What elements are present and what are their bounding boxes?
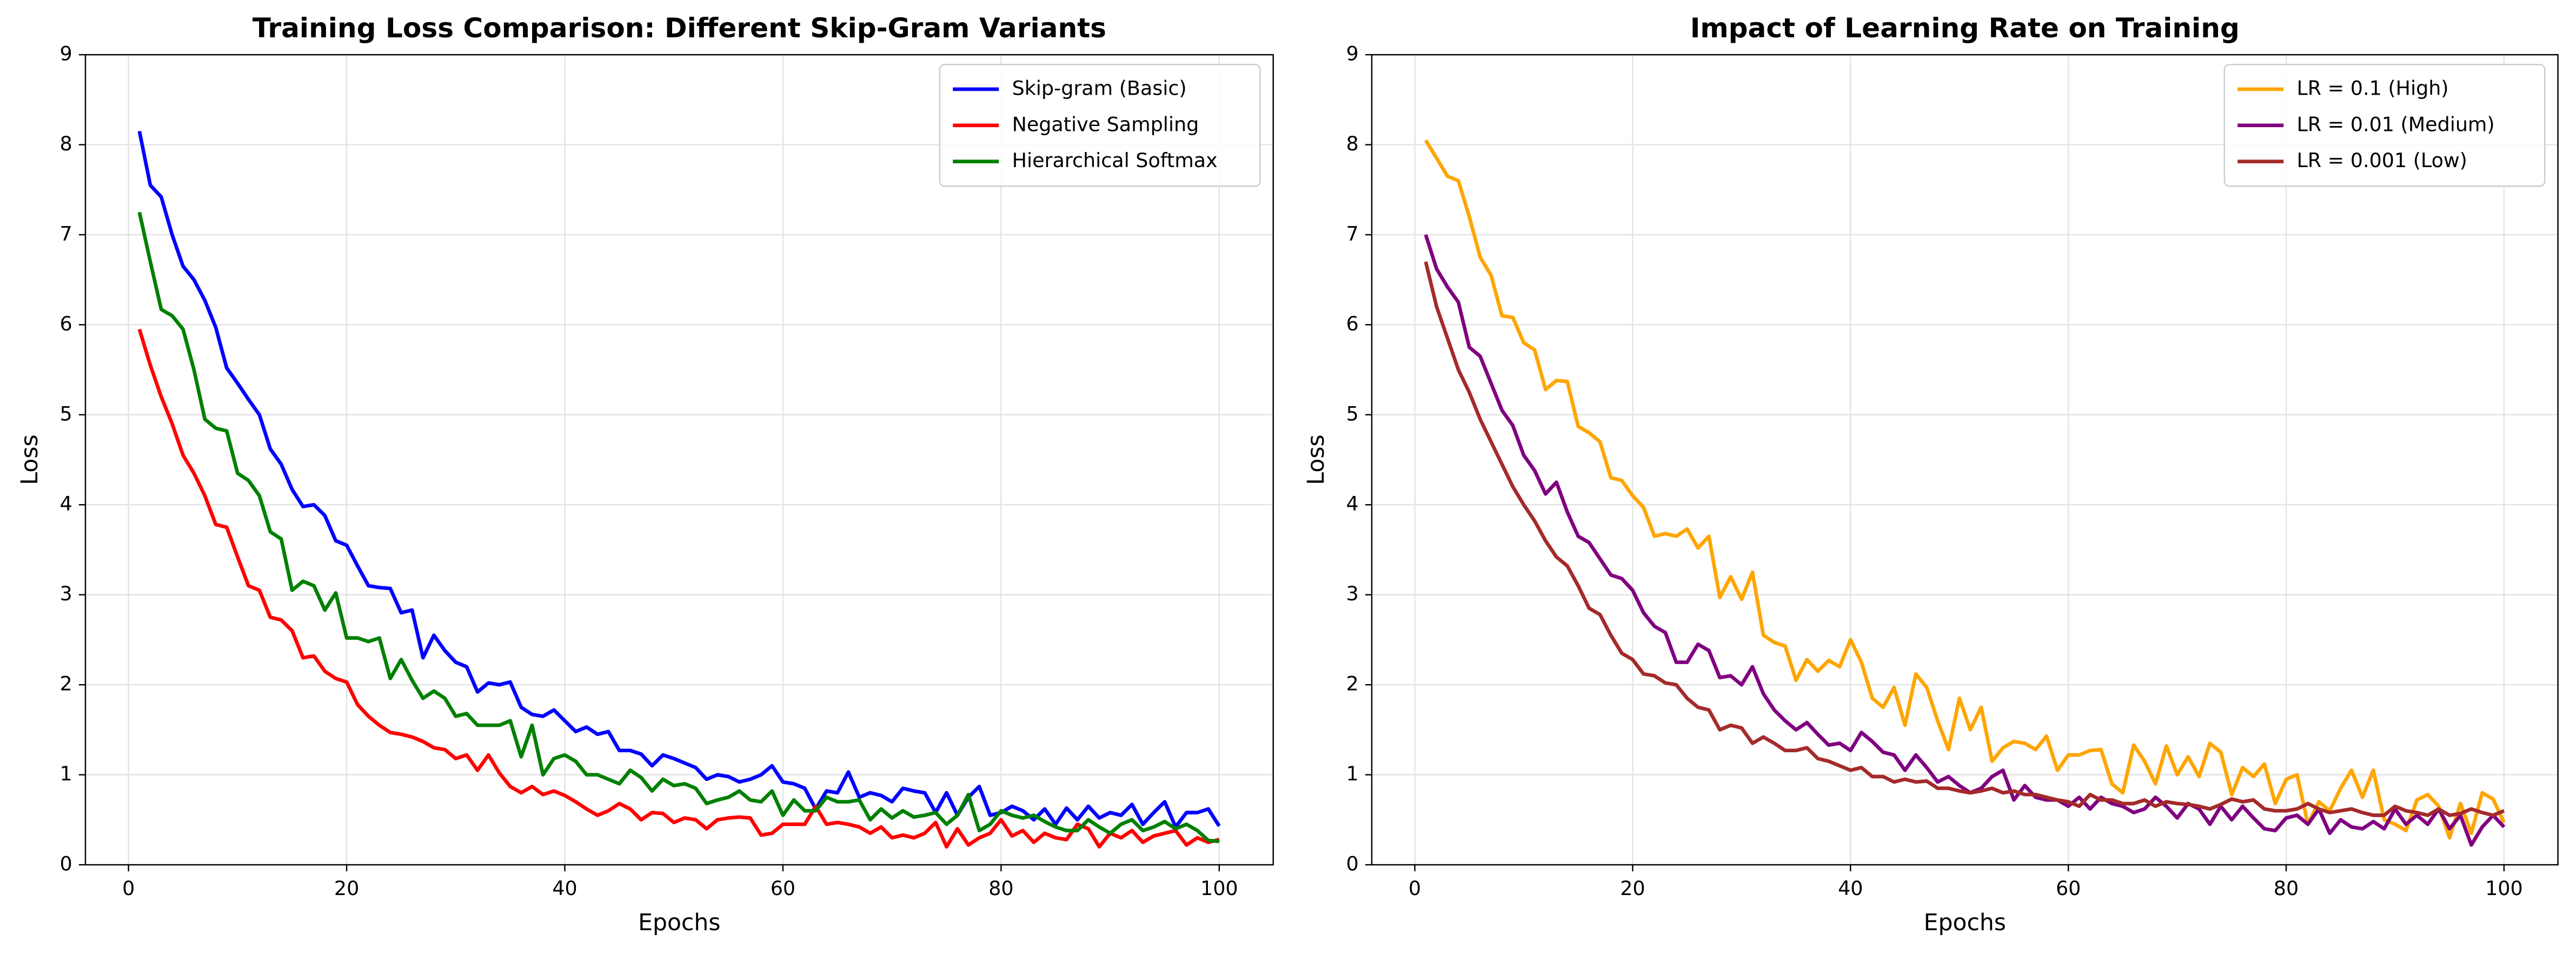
- y-axis-label: Loss: [1303, 434, 1330, 485]
- panel: Impact of Learning Rate on Training 0 1 2 3 4…: [1303, 12, 2559, 936]
- y-tick-label: 0: [59, 852, 72, 876]
- legend-label: LR = 0.001 (Low): [2296, 149, 2467, 172]
- y-tick-label: 2: [59, 672, 72, 695]
- y-tick-label: 6: [59, 312, 72, 335]
- x-tick-label: 20: [1620, 877, 1645, 900]
- loss-line: [1424, 139, 2506, 840]
- plot-frame: [84, 54, 1274, 866]
- y-tick-label: 5: [1346, 402, 1358, 425]
- x-axis-label: Epochs: [1924, 910, 2006, 936]
- panel: Training Loss Comparison: Different Skip…: [17, 12, 1274, 936]
- x-tick-label: 40: [1838, 877, 1863, 900]
- y-tick-label: 5: [59, 402, 72, 425]
- y-axis-label: Loss: [17, 434, 43, 485]
- y-tick-label: 1: [59, 762, 72, 785]
- y-tick-label: 9: [1346, 42, 1358, 65]
- legend: LR = 0.1 (High) LR = 0.01 (Medium) LR = 0.…: [2223, 64, 2546, 187]
- x-tick-label: 0: [122, 877, 135, 900]
- x-tick-label: 20: [334, 877, 359, 900]
- legend-label: Negative Sampling: [1012, 112, 1199, 136]
- loss-line: [1424, 261, 2505, 817]
- legend-label: LR = 0.1 (High): [2296, 76, 2448, 100]
- x-tick-label: 100: [1200, 877, 1238, 900]
- y-tick-label: 8: [1346, 132, 1358, 155]
- x-tick-label: 40: [552, 877, 577, 900]
- legend-box: [2223, 64, 2546, 187]
- loss-line: [1424, 234, 2506, 847]
- chart-title: Training Loss Comparison: Different Skip…: [253, 12, 1106, 44]
- loss-line: [137, 211, 1220, 844]
- x-tick-label: 80: [988, 877, 1013, 900]
- x-tick-label: 60: [771, 877, 795, 900]
- y-tick-label: 3: [59, 582, 72, 605]
- legend-label: LR = 0.01 (Medium): [2296, 112, 2494, 136]
- loss-line: [137, 130, 1221, 829]
- y-tick-label: 9: [59, 42, 72, 65]
- chart-title: Impact of Learning Rate on Training: [1690, 12, 2240, 44]
- y-tick-label: 4: [1346, 492, 1358, 515]
- y-tick-label: 0: [1346, 852, 1358, 876]
- y-tick-label: 7: [59, 222, 72, 246]
- legend-label: Hierarchical Softmax: [1012, 149, 1218, 172]
- legend: Skip-gram (Basic) Negative Sampling Hierar…: [939, 64, 1261, 187]
- x-tick-label: 60: [2056, 877, 2081, 900]
- x-tick-label: 100: [2485, 877, 2523, 900]
- x-axis-label: Epochs: [638, 910, 720, 936]
- legend-box: [939, 64, 1261, 187]
- y-tick-label: 6: [1346, 312, 1358, 335]
- loss-line: [137, 328, 1220, 849]
- y-tick-label: 4: [59, 492, 72, 515]
- y-tick-label: 1: [1346, 762, 1358, 785]
- y-tick-label: 3: [1346, 582, 1358, 605]
- y-tick-label: 8: [59, 132, 72, 155]
- plot-frame: [1371, 54, 2559, 866]
- x-tick-label: 0: [1409, 877, 1421, 900]
- y-tick-label: 2: [1346, 672, 1358, 695]
- legend-label: Skip-gram (Basic): [1012, 76, 1187, 100]
- y-tick-label: 7: [1346, 222, 1358, 246]
- x-tick-label: 80: [2274, 877, 2299, 900]
